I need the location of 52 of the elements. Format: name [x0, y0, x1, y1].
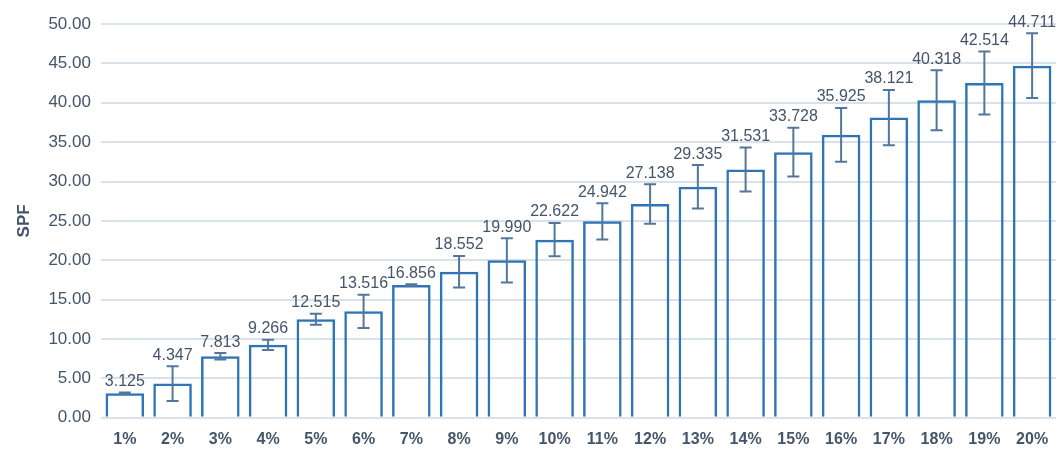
x-tick-label: 17%: [872, 429, 905, 447]
x-tick-label: 16%: [825, 429, 858, 447]
data-label: 42.514: [959, 30, 1009, 48]
x-tick-label: 5%: [304, 429, 328, 447]
data-label: 3.125: [104, 371, 145, 389]
y-tick-label: 40.00: [48, 92, 91, 112]
x-tick-label: 19%: [968, 429, 1001, 447]
y-tick-label: 35.00: [48, 131, 91, 151]
x-tick-label: 11%: [586, 429, 618, 447]
y-tick-label: 20.00: [48, 249, 91, 269]
y-tick-label: 45.00: [48, 53, 91, 73]
data-label: 13.516: [339, 274, 389, 292]
data-label: 27.138: [625, 163, 675, 181]
data-label: 16.856: [386, 263, 436, 281]
data-label: 44.711: [1008, 12, 1057, 30]
x-tick-label: 13%: [681, 429, 714, 447]
x-tick-label: 3%: [208, 429, 232, 447]
x-tick-label: 12%: [634, 429, 667, 447]
data-label: 22.622: [530, 202, 580, 220]
x-tick-label: 14%: [729, 429, 762, 447]
y-tick-label: 30.00: [48, 171, 91, 191]
y-tick-label: 15.00: [48, 289, 91, 309]
x-tick-label: 20%: [1016, 429, 1049, 447]
data-label: 29.335: [673, 144, 723, 162]
y-tick-label: 25.00: [48, 210, 91, 230]
y-tick-label: 0.00: [57, 407, 91, 427]
x-tick-label: 4%: [256, 429, 280, 447]
data-label: 7.813: [200, 332, 241, 350]
data-label: 19.990: [482, 217, 532, 235]
x-tick-label: 9%: [495, 429, 519, 447]
data-label: 35.925: [816, 87, 866, 105]
data-label: 9.266: [248, 319, 289, 337]
x-tick-label: 7%: [399, 429, 423, 447]
y-axis-title: SPF: [13, 204, 33, 238]
x-tick-label: 2%: [161, 429, 185, 447]
x-tick-label: 15%: [777, 429, 810, 447]
x-tick-label: 18%: [920, 429, 953, 447]
data-label: 24.942: [577, 182, 627, 200]
x-tick-label: 10%: [538, 429, 571, 447]
x-tick-label: 8%: [447, 429, 471, 447]
y-tick-label: 50.00: [48, 13, 91, 33]
y-tick-label: 10.00: [48, 328, 91, 348]
data-label: 4.347: [152, 345, 193, 363]
data-label: 31.531: [721, 126, 771, 144]
data-label: 40.318: [912, 49, 962, 67]
data-label: 33.728: [768, 107, 818, 125]
y-tick-label: 5.00: [57, 368, 91, 388]
x-tick-label: 6%: [352, 429, 376, 447]
data-label: 12.515: [291, 293, 341, 311]
data-label: 18.552: [434, 235, 484, 253]
data-label: 38.121: [864, 69, 914, 87]
x-tick-label: 1%: [113, 429, 137, 447]
